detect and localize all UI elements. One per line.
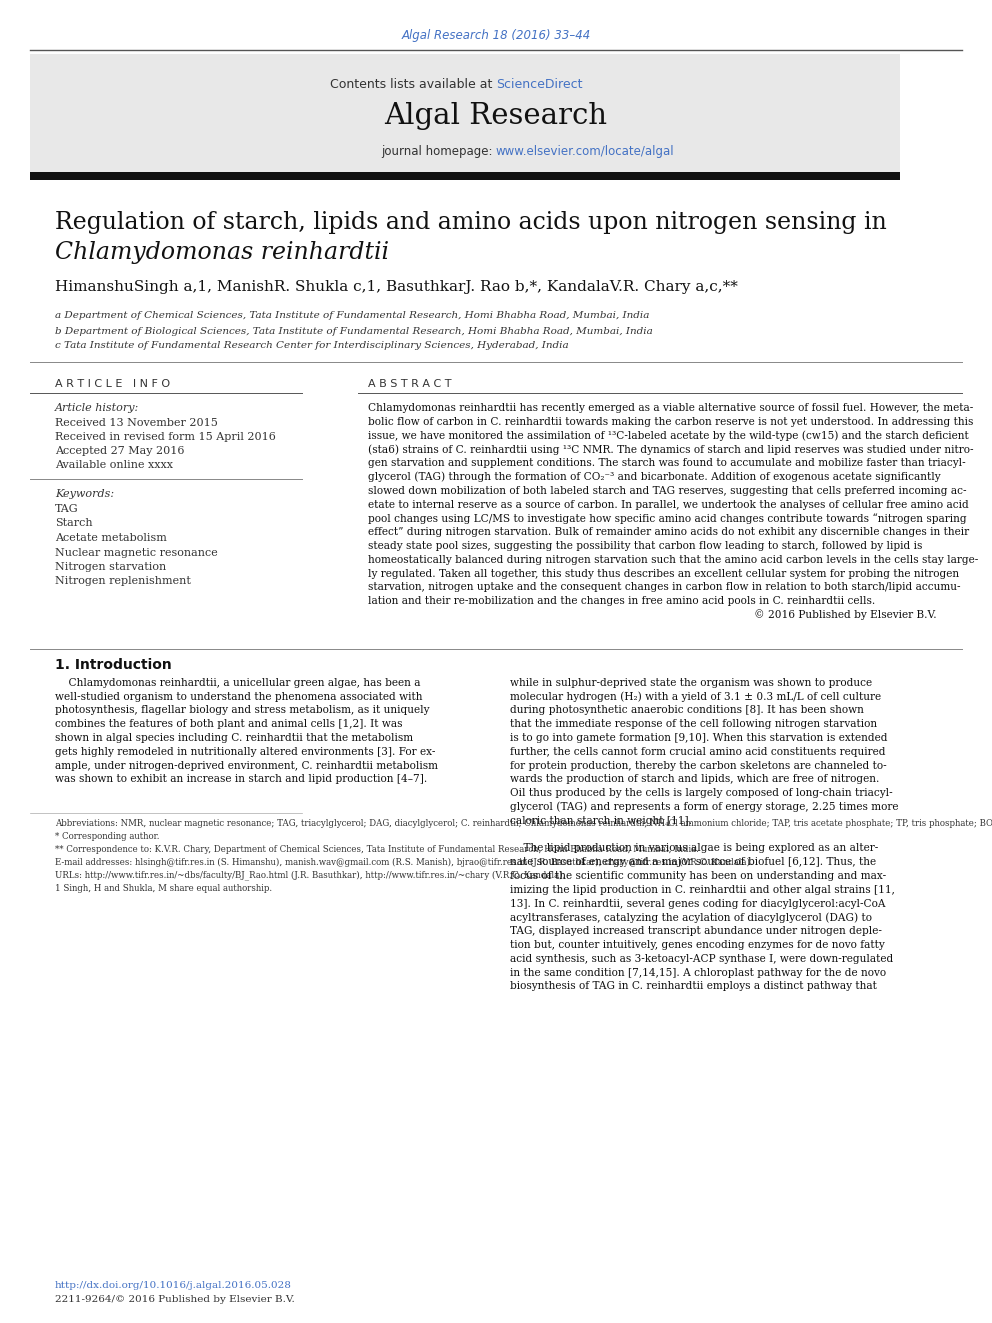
Text: for protein production, thereby the carbon skeletons are channeled to-: for protein production, thereby the carb…: [510, 761, 887, 770]
Text: 1 Singh, H and Shukla, M share equal authorship.: 1 Singh, H and Shukla, M share equal aut…: [55, 884, 272, 893]
Text: Nitrogen replenishment: Nitrogen replenishment: [55, 577, 190, 586]
Text: (sta6) strains of C. reinhardtii using ¹³C NMR. The dynamics of starch and lipid: (sta6) strains of C. reinhardtii using ¹…: [368, 445, 973, 455]
Text: nate source of energy and a major source of biofuel [6,12]. Thus, the: nate source of energy and a major source…: [510, 857, 876, 867]
Text: gets highly remodeled in nutritionally altered environments [3]. For ex-: gets highly remodeled in nutritionally a…: [55, 746, 435, 757]
Text: while in sulphur-deprived state the organism was shown to produce: while in sulphur-deprived state the orga…: [510, 677, 872, 688]
Text: is to go into gamete formation [9,10]. When this starvation is extended: is to go into gamete formation [9,10]. W…: [510, 733, 888, 744]
Text: 1. Introduction: 1. Introduction: [55, 658, 172, 672]
Text: photosynthesis, flagellar biology and stress metabolism, as it uniquely: photosynthesis, flagellar biology and st…: [55, 705, 430, 716]
Text: glycerol (TAG) and represents a form of energy storage, 2.25 times more: glycerol (TAG) and represents a form of …: [510, 802, 899, 812]
Text: a Department of Chemical Sciences, Tata Institute of Fundamental Research, Homi : a Department of Chemical Sciences, Tata …: [55, 311, 650, 320]
Text: homeostatically balanced during nitrogen starvation such that the amino acid car: homeostatically balanced during nitrogen…: [368, 554, 978, 565]
Text: © 2016 Published by Elsevier B.V.: © 2016 Published by Elsevier B.V.: [754, 610, 937, 620]
Text: Contents lists available at: Contents lists available at: [329, 78, 496, 90]
Text: acid synthesis, such as 3-ketoacyl-ACP synthase I, were down-regulated: acid synthesis, such as 3-ketoacyl-ACP s…: [510, 954, 893, 963]
Text: etate to internal reserve as a source of carbon. In parallel, we undertook the a: etate to internal reserve as a source of…: [368, 500, 969, 509]
Text: Article history:: Article history:: [55, 404, 139, 413]
Text: 13]. In C. reinhardtii, several genes coding for diacylglycerol:acyl-CoA: 13]. In C. reinhardtii, several genes co…: [510, 898, 886, 909]
Text: issue, we have monitored the assimilation of ¹³C-labeled acetate by the wild-typ: issue, we have monitored the assimilatio…: [368, 430, 969, 441]
Text: A R T I C L E   I N F O: A R T I C L E I N F O: [55, 378, 170, 389]
Text: Acetate metabolism: Acetate metabolism: [55, 533, 167, 542]
Text: during photosynthetic anaerobic conditions [8]. It has been shown: during photosynthetic anaerobic conditio…: [510, 705, 864, 716]
Text: bolic flow of carbon in C. reinhardtii towards making the carbon reserve is not : bolic flow of carbon in C. reinhardtii t…: [368, 417, 973, 427]
Text: ** Correspondence to: K.V.R. Chary, Department of Chemical Sciences, Tata Instit: ** Correspondence to: K.V.R. Chary, Depa…: [55, 844, 699, 853]
Text: ly regulated. Taken all together, this study thus describes an excellent cellula: ly regulated. Taken all together, this s…: [368, 569, 959, 578]
Text: URLs: http://www.tifr.res.in/~dbs/faculty/BJ_Rao.html (J.R. Basuthkar), http://w: URLs: http://www.tifr.res.in/~dbs/facult…: [55, 871, 565, 880]
Text: Chlamydomonas reinhardtii has recently emerged as a viable alternative source of: Chlamydomonas reinhardtii has recently e…: [368, 404, 973, 413]
Text: Oil thus produced by the cells is largely composed of long-chain triacyl-: Oil thus produced by the cells is largel…: [510, 789, 893, 798]
Text: shown in algal species including C. reinhardtii that the metabolism: shown in algal species including C. rein…: [55, 733, 413, 744]
Text: lation and their re-mobilization and the changes in free amino acid pools in C. : lation and their re-mobilization and the…: [368, 597, 875, 606]
Text: Chlamydomonas reinhardtii, a unicellular green algae, has been a: Chlamydomonas reinhardtii, a unicellular…: [55, 677, 421, 688]
Text: Abbreviations: NMR, nuclear magnetic resonance; TAG, triacylglycerol; DAG, diacy: Abbreviations: NMR, nuclear magnetic res…: [55, 819, 992, 828]
Text: Received 13 November 2015: Received 13 November 2015: [55, 418, 218, 429]
Text: www.elsevier.com/locate/algal: www.elsevier.com/locate/algal: [496, 146, 675, 159]
Text: biosynthesis of TAG in C. reinhardtii employs a distinct pathway that: biosynthesis of TAG in C. reinhardtii em…: [510, 982, 877, 991]
Text: wards the production of starch and lipids, which are free of nitrogen.: wards the production of starch and lipid…: [510, 774, 879, 785]
Text: E-mail addresses: hlsingh@tifr.res.in (S. Himanshu), manish.wav@gmail.com (R.S. : E-mail addresses: hlsingh@tifr.res.in (S…: [55, 857, 753, 867]
Text: gen starvation and supplement conditions. The starch was found to accumulate and: gen starvation and supplement conditions…: [368, 458, 965, 468]
Text: c Tata Institute of Fundamental Research Center for Interdisciplinary Sciences, : c Tata Institute of Fundamental Research…: [55, 341, 568, 351]
Text: A B S T R A C T: A B S T R A C T: [368, 378, 451, 389]
Text: Chlamydomonas reinhardtii: Chlamydomonas reinhardtii: [55, 241, 389, 263]
Text: Algal Research: Algal Research: [385, 102, 607, 130]
Text: http://dx.doi.org/10.1016/j.algal.2016.05.028: http://dx.doi.org/10.1016/j.algal.2016.0…: [55, 1281, 292, 1290]
FancyBboxPatch shape: [30, 172, 900, 180]
Text: Received in revised form 15 April 2016: Received in revised form 15 April 2016: [55, 433, 276, 442]
Text: glycerol (TAG) through the formation of CO₂⁻³ and bicarbonate. Addition of exoge: glycerol (TAG) through the formation of …: [368, 472, 940, 483]
Text: further, the cells cannot form crucial amino acid constituents required: further, the cells cannot form crucial a…: [510, 746, 886, 757]
Text: starvation, nitrogen uptake and the consequent changes in carbon flow in relatio: starvation, nitrogen uptake and the cons…: [368, 582, 960, 593]
Text: tion but, counter intuitively, genes encoding enzymes for de novo fatty: tion but, counter intuitively, genes enc…: [510, 941, 885, 950]
Text: effect” during nitrogen starvation. Bulk of remainder amino acids do not exhibit: effect” during nitrogen starvation. Bulk…: [368, 527, 969, 537]
Text: Nuclear magnetic resonance: Nuclear magnetic resonance: [55, 548, 218, 557]
Text: 2211-9264/© 2016 Published by Elsevier B.V.: 2211-9264/© 2016 Published by Elsevier B…: [55, 1295, 295, 1304]
Text: journal homepage:: journal homepage:: [381, 146, 496, 159]
Text: Keywords:: Keywords:: [55, 490, 114, 499]
Text: pool changes using LC/MS to investigate how specific amino acid changes contribu: pool changes using LC/MS to investigate …: [368, 513, 966, 524]
Text: b Department of Biological Sciences, Tata Institute of Fundamental Research, Hom: b Department of Biological Sciences, Tat…: [55, 327, 653, 336]
FancyBboxPatch shape: [30, 54, 900, 172]
Text: molecular hydrogen (H₂) with a yield of 3.1 ± 0.3 mL/L of cell culture: molecular hydrogen (H₂) with a yield of …: [510, 692, 881, 703]
Text: Algal Research 18 (2016) 33–44: Algal Research 18 (2016) 33–44: [402, 29, 590, 42]
Text: HimanshuSingh a,1, ManishR. Shukla c,1, BasuthkarJ. Rao b,*, KandalaV.R. Chary a: HimanshuSingh a,1, ManishR. Shukla c,1, …: [55, 280, 738, 294]
Text: steady state pool sizes, suggesting the possibility that carbon flow leading to : steady state pool sizes, suggesting the …: [368, 541, 923, 550]
Text: well-studied organism to understand the phenomena associated with: well-studied organism to understand the …: [55, 692, 423, 701]
Text: Available online xxxx: Available online xxxx: [55, 460, 173, 470]
Text: * Corresponding author.: * Corresponding author.: [55, 832, 160, 840]
Text: ample, under nitrogen-deprived environment, C. reinhardtii metabolism: ample, under nitrogen-deprived environme…: [55, 761, 438, 770]
Text: TAG: TAG: [55, 504, 78, 515]
Text: caloric than starch in weight [11].: caloric than starch in weight [11].: [510, 816, 692, 826]
Text: slowed down mobilization of both labeled starch and TAG reserves, suggesting tha: slowed down mobilization of both labeled…: [368, 486, 966, 496]
Text: focus of the scientific community has been on understanding and max-: focus of the scientific community has be…: [510, 871, 886, 881]
Text: Nitrogen starvation: Nitrogen starvation: [55, 562, 167, 572]
Text: in the same condition [7,14,15]. A chloroplast pathway for the de novo: in the same condition [7,14,15]. A chlor…: [510, 967, 886, 978]
Text: The lipid production in various algae is being explored as an alter-: The lipid production in various algae is…: [510, 843, 878, 853]
Text: Regulation of starch, lipids and amino acids upon nitrogen sensing in: Regulation of starch, lipids and amino a…: [55, 210, 887, 233]
Text: TAG, displayed increased transcript abundance under nitrogen deple-: TAG, displayed increased transcript abun…: [510, 926, 882, 937]
Text: was shown to exhibit an increase in starch and lipid production [4–7].: was shown to exhibit an increase in star…: [55, 774, 428, 785]
Text: Starch: Starch: [55, 519, 92, 528]
Text: imizing the lipid production in C. reinhardtii and other algal strains [11,: imizing the lipid production in C. reinh…: [510, 885, 895, 894]
Text: ScienceDirect: ScienceDirect: [496, 78, 582, 90]
Text: that the immediate response of the cell following nitrogen starvation: that the immediate response of the cell …: [510, 720, 877, 729]
Text: Accepted 27 May 2016: Accepted 27 May 2016: [55, 446, 185, 456]
Text: acyltransferases, catalyzing the acylation of diacylglycerol (DAG) to: acyltransferases, catalyzing the acylati…: [510, 912, 872, 922]
Text: combines the features of both plant and animal cells [1,2]. It was: combines the features of both plant and …: [55, 720, 403, 729]
